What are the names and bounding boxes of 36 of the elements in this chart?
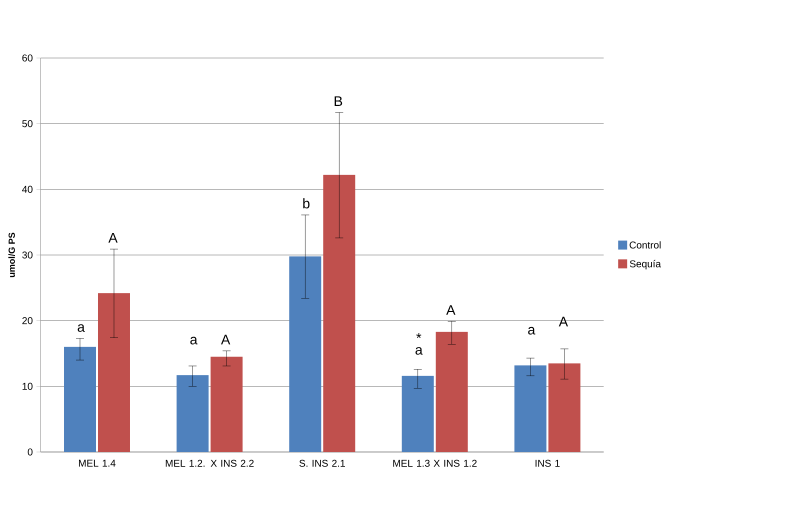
annotation: a (528, 326, 536, 335)
x-tick-label: MEL 1.4 (78, 460, 116, 467)
y-tick-label: 20 (22, 317, 33, 324)
annotation: a (416, 347, 423, 355)
annotation: B (334, 96, 342, 106)
y-tick-label: 10 (22, 382, 33, 390)
annotation: a (78, 324, 85, 332)
bar (514, 365, 546, 452)
bar (548, 363, 580, 452)
bar (436, 332, 468, 452)
bar (323, 174, 356, 452)
legend-label: Sequía (630, 260, 661, 270)
annotation: A (108, 232, 118, 243)
y-axis-title: umol/G PS (8, 232, 15, 278)
y-tick-label: 30 (22, 251, 33, 259)
bar (289, 256, 322, 452)
bar (98, 293, 130, 452)
bar (402, 376, 434, 452)
y-tick-label: 60 (22, 54, 33, 62)
annotation: A (558, 316, 568, 326)
bar (176, 375, 209, 452)
annotation: a (190, 336, 198, 344)
annotation: A (446, 305, 456, 315)
annotation: b (303, 198, 310, 208)
y-tick-label: 40 (22, 186, 33, 193)
x-tick-label: S. INS 2.1 (299, 460, 345, 467)
y-tick-label: 50 (22, 120, 33, 128)
x-tick-label: MEL 1.2. X INS 2.2 (166, 460, 254, 467)
bar (64, 346, 96, 452)
legend-label: Control (630, 241, 661, 249)
annotation: A (220, 334, 230, 344)
bar (210, 356, 243, 452)
annotation: * (416, 333, 422, 338)
y-tick-label: 0 (28, 448, 33, 456)
x-tick-label: MEL 1.3 X INS 1.2 (393, 460, 477, 467)
x-tick-label: INS 1 (536, 460, 560, 467)
